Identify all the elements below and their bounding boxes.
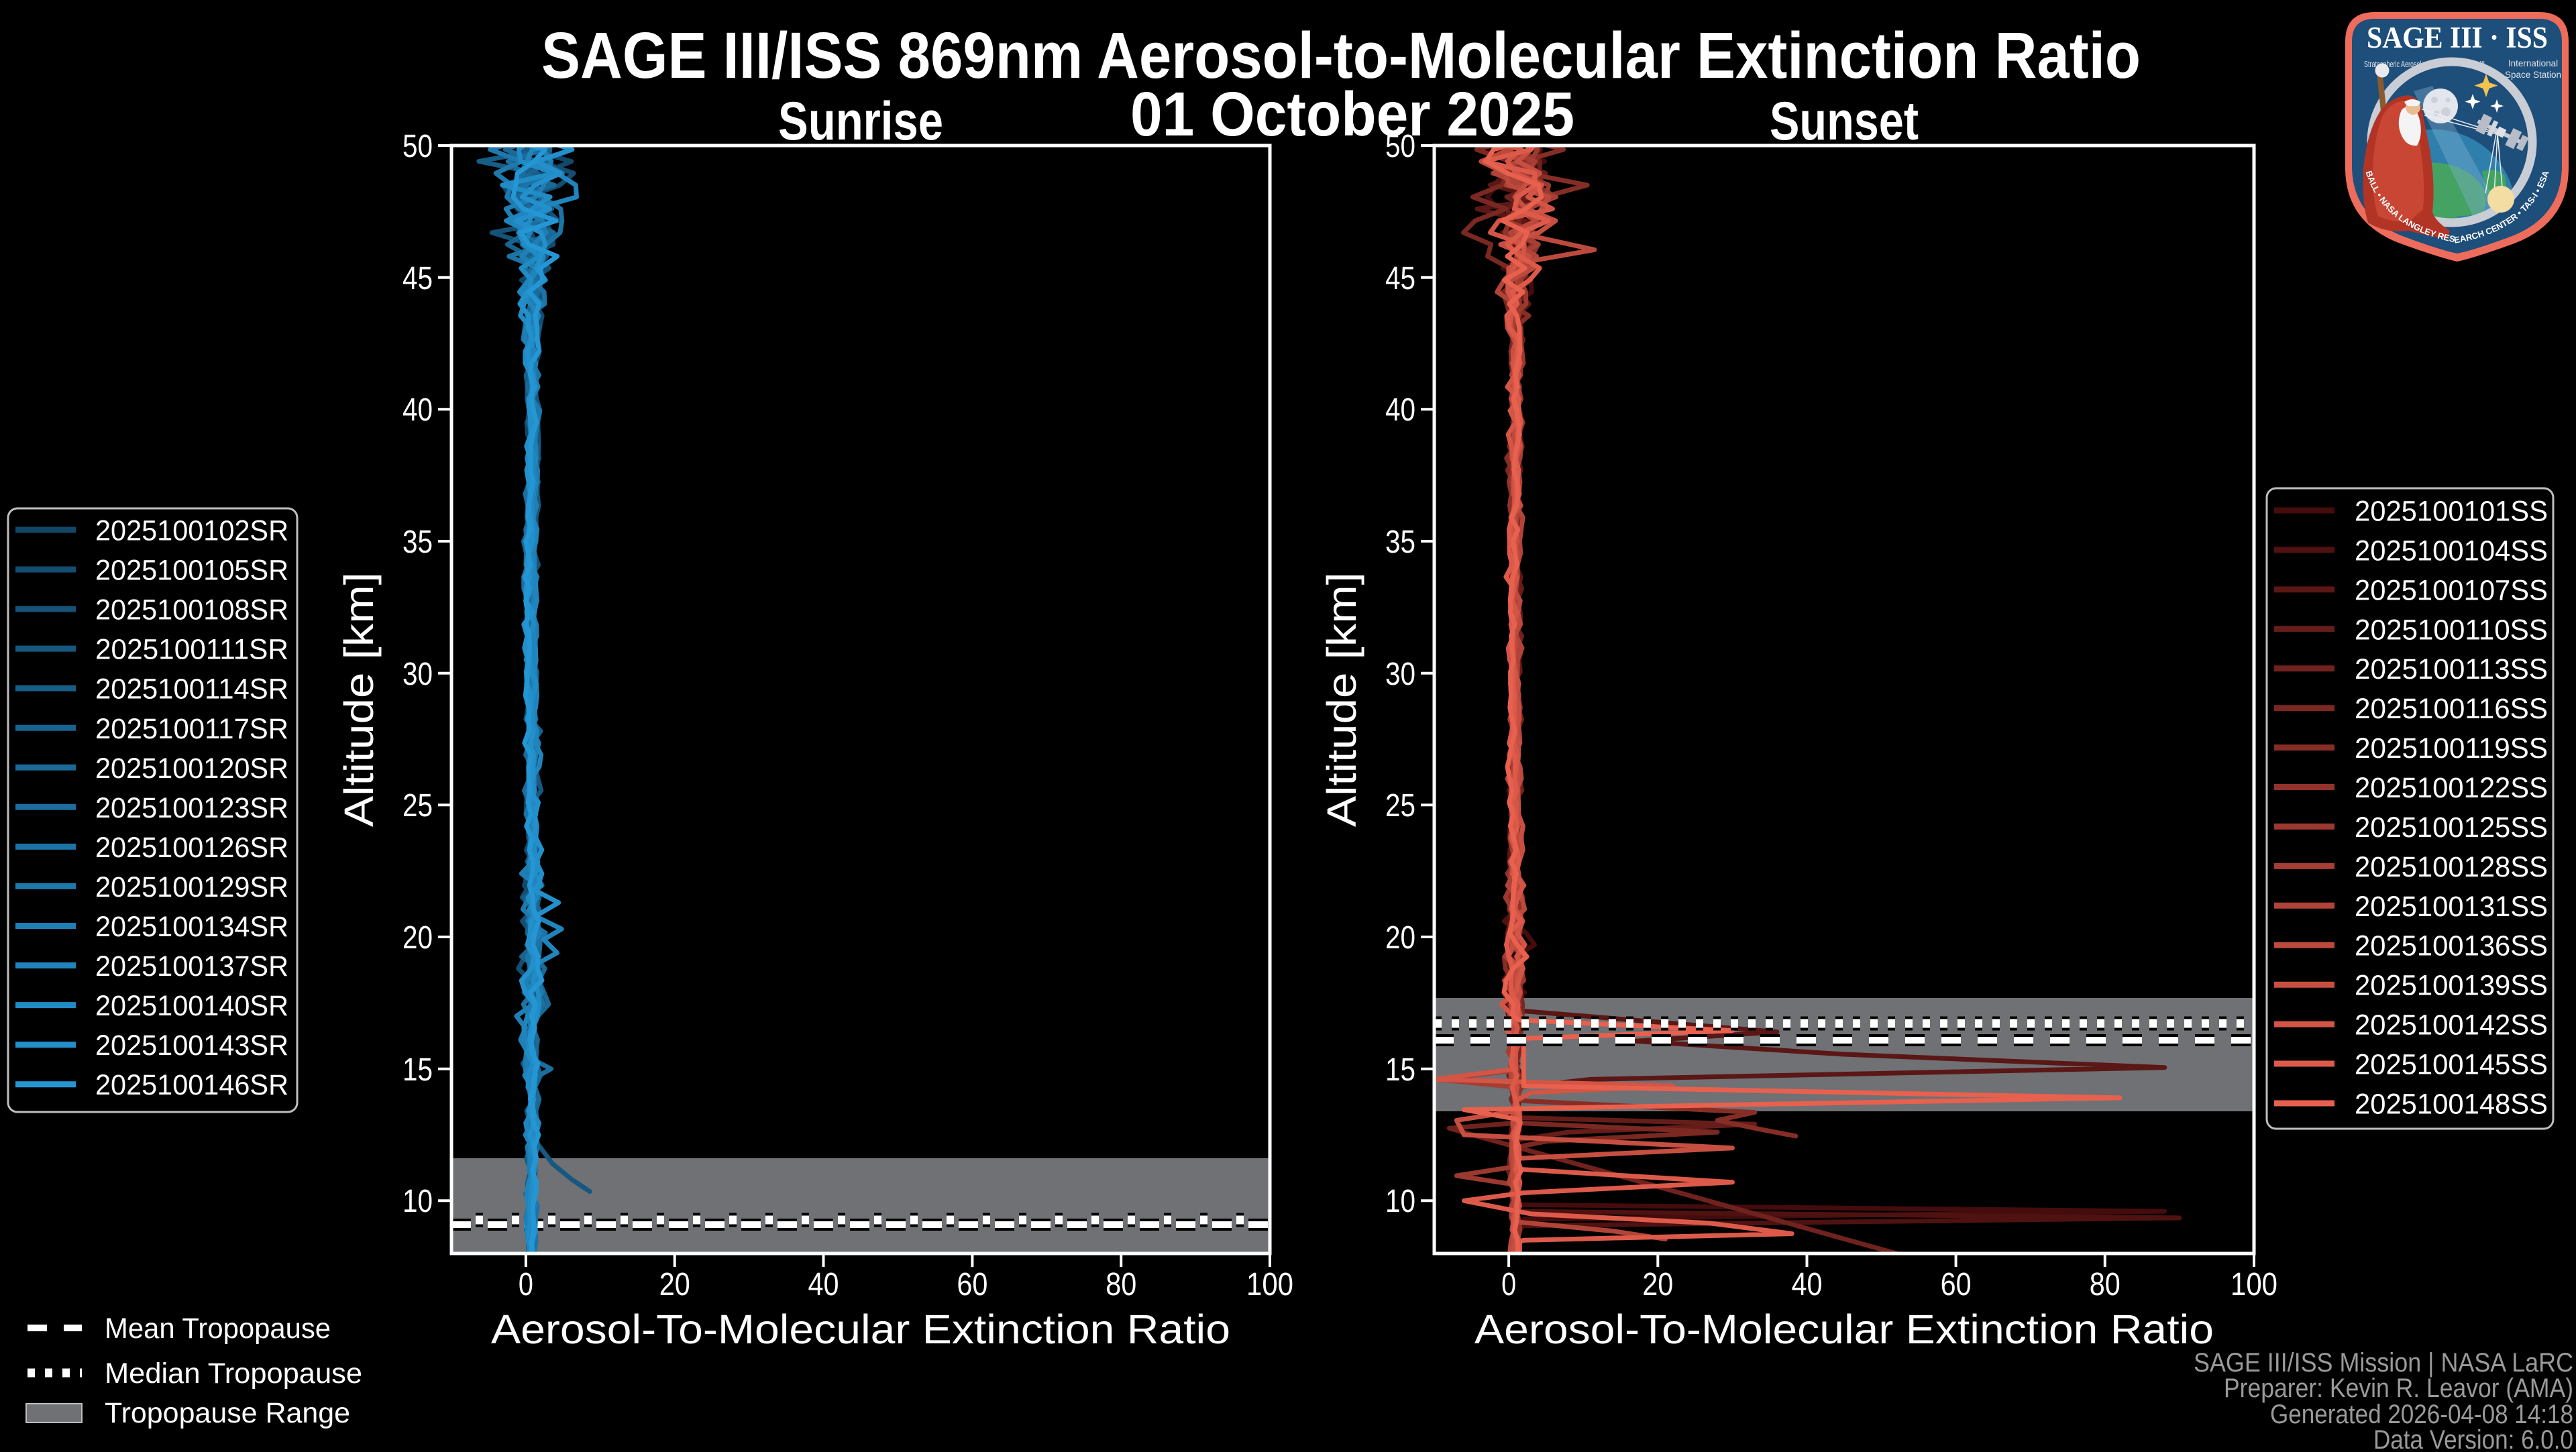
svg-text:Aerosol-To-Molecular Extinctio: Aerosol-To-Molecular Extinction Ratio (491, 1306, 1230, 1352)
svg-text:International: International (2508, 58, 2558, 68)
svg-text:2025100122SS: 2025100122SS (2355, 772, 2548, 804)
svg-text:40: 40 (808, 1267, 839, 1302)
svg-text:2025100131SS: 2025100131SS (2355, 891, 2548, 923)
svg-text:60: 60 (957, 1267, 987, 1302)
svg-text:30: 30 (402, 657, 433, 692)
svg-text:2025100113SS: 2025100113SS (2355, 653, 2548, 685)
svg-text:Sunset: Sunset (1770, 91, 1919, 152)
svg-text:80: 80 (2090, 1267, 2121, 1302)
svg-text:2025100134SR: 2025100134SR (95, 911, 288, 943)
svg-text:Space Station: Space Station (2505, 70, 2561, 80)
svg-text:2025100139SS: 2025100139SS (2355, 970, 2548, 1002)
svg-text:20: 20 (402, 920, 433, 956)
svg-text:45: 45 (402, 261, 433, 296)
svg-text:40: 40 (1385, 392, 1415, 428)
svg-text:2025100137SR: 2025100137SR (95, 950, 288, 983)
svg-text:30: 30 (1385, 657, 1415, 692)
svg-text:Altitude [km]: Altitude [km] (336, 572, 382, 827)
svg-text:100: 100 (1246, 1267, 1293, 1302)
svg-text:2025100107SS: 2025100107SS (2355, 574, 2548, 606)
svg-text:10: 10 (1385, 1184, 1415, 1219)
svg-text:100: 100 (2231, 1267, 2277, 1302)
svg-text:Median Tropopause: Median Tropopause (105, 1357, 362, 1390)
svg-text:Aerosol-To-Molecular Extinctio: Aerosol-To-Molecular Extinction Ratio (1474, 1306, 2214, 1352)
svg-text:SAGE III · ISS: SAGE III · ISS (2367, 21, 2548, 54)
svg-text:20: 20 (1385, 920, 1415, 956)
svg-text:2025100102SR: 2025100102SR (95, 515, 288, 547)
svg-text:2025100136SS: 2025100136SS (2355, 930, 2548, 962)
svg-text:SAGE III/ISS Mission | NASA La: SAGE III/ISS Mission | NASA LaRC (2194, 1348, 2573, 1378)
svg-text:2025100105SR: 2025100105SR (95, 555, 288, 587)
svg-text:2025100120SR: 2025100120SR (95, 752, 288, 785)
svg-text:Data Version: 6.0.0: Data Version: 6.0.0 (2373, 1425, 2573, 1449)
svg-text:2025100125SS: 2025100125SS (2355, 812, 2548, 844)
svg-text:Tropopause Range: Tropopause Range (105, 1397, 350, 1429)
svg-text:0: 0 (519, 1267, 533, 1302)
svg-text:10: 10 (402, 1184, 433, 1219)
svg-text:2025100101SS: 2025100101SS (2355, 496, 2548, 528)
svg-text:25: 25 (402, 788, 433, 824)
svg-text:60: 60 (1941, 1267, 1972, 1302)
svg-text:Mean Tropopause: Mean Tropopause (105, 1313, 331, 1345)
svg-text:Generated 2026-04-08 14:18: Generated 2026-04-08 14:18 (2270, 1400, 2573, 1429)
svg-text:SAGE III/ISS 869nm Aerosol-to-: SAGE III/ISS 869nm Aerosol-to-Molecular … (541, 19, 2141, 92)
svg-text:2025100110SS: 2025100110SS (2355, 614, 2548, 646)
svg-text:2025100117SR: 2025100117SR (95, 713, 288, 745)
svg-text:2025100119SS: 2025100119SS (2355, 732, 2548, 765)
svg-text:2025100116SS: 2025100116SS (2355, 693, 2548, 725)
svg-text:0: 0 (1501, 1267, 1516, 1302)
svg-text:50: 50 (402, 129, 433, 164)
svg-text:2025100108SR: 2025100108SR (95, 594, 288, 626)
svg-text:40: 40 (1792, 1267, 1823, 1302)
svg-text:2025100114SR: 2025100114SR (95, 673, 288, 706)
svg-text:20: 20 (659, 1267, 690, 1302)
svg-text:2025100143SR: 2025100143SR (95, 1029, 288, 1062)
svg-text:2025100126SR: 2025100126SR (95, 832, 288, 864)
svg-text:Preparer: Kevin R. Leavor (AMA: Preparer: Kevin R. Leavor (AMA) (2224, 1374, 2573, 1403)
svg-text:20: 20 (1642, 1267, 1673, 1302)
svg-text:15: 15 (402, 1052, 433, 1088)
svg-text:Altitude [km]: Altitude [km] (1319, 572, 1364, 827)
svg-text:2025100111SR: 2025100111SR (95, 634, 288, 666)
svg-text:2025100128SS: 2025100128SS (2355, 851, 2548, 883)
svg-text:15: 15 (1385, 1052, 1415, 1088)
svg-text:2025100145SS: 2025100145SS (2355, 1049, 2548, 1081)
svg-text:2025100146SR: 2025100146SR (95, 1069, 288, 1101)
svg-text:80: 80 (1106, 1267, 1136, 1302)
svg-text:2025100142SS: 2025100142SS (2355, 1009, 2548, 1042)
svg-text:50: 50 (1385, 129, 1415, 164)
svg-text:2025100140SR: 2025100140SR (95, 990, 288, 1022)
svg-text:45: 45 (1385, 261, 1415, 296)
svg-text:2025100104SS: 2025100104SS (2355, 535, 2548, 567)
svg-text:Sunrise: Sunrise (778, 91, 943, 152)
svg-text:35: 35 (1385, 524, 1415, 560)
svg-text:25: 25 (1385, 788, 1415, 824)
svg-text:01 October 2025: 01 October 2025 (1130, 79, 1574, 149)
svg-text:40: 40 (402, 392, 433, 428)
svg-text:2025100123SR: 2025100123SR (95, 792, 288, 824)
svg-text:2025100148SS: 2025100148SS (2355, 1088, 2548, 1121)
svg-text:35: 35 (402, 524, 433, 560)
svg-text:2025100129SR: 2025100129SR (95, 871, 288, 903)
